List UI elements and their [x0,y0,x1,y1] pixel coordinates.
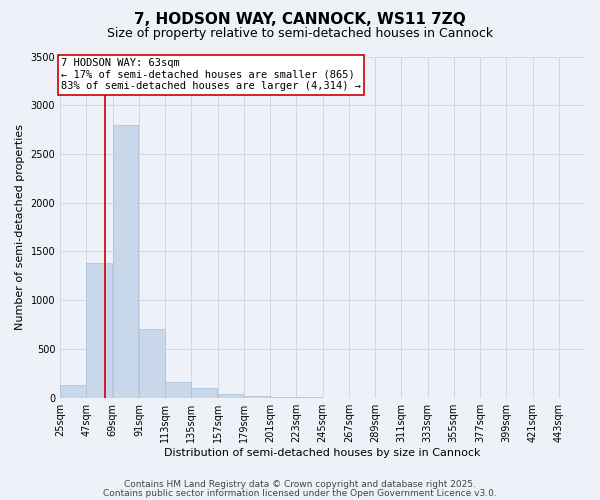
X-axis label: Distribution of semi-detached houses by size in Cannock: Distribution of semi-detached houses by … [164,448,481,458]
Text: Size of property relative to semi-detached houses in Cannock: Size of property relative to semi-detach… [107,28,493,40]
Bar [218,394,243,398]
Text: Contains HM Land Registry data © Crown copyright and database right 2025.: Contains HM Land Registry data © Crown c… [124,480,476,489]
Bar [60,385,86,398]
Bar [113,124,138,398]
Text: 7, HODSON WAY, CANNOCK, WS11 7ZQ: 7, HODSON WAY, CANNOCK, WS11 7ZQ [134,12,466,28]
Bar [191,388,217,398]
Text: Contains public sector information licensed under the Open Government Licence v3: Contains public sector information licen… [103,488,497,498]
Bar [86,263,112,398]
Y-axis label: Number of semi-detached properties: Number of semi-detached properties [15,124,25,330]
Bar [244,396,269,398]
Bar [165,382,191,398]
Bar [139,330,164,398]
Text: 7 HODSON WAY: 63sqm
← 17% of semi-detached houses are smaller (865)
83% of semi-: 7 HODSON WAY: 63sqm ← 17% of semi-detach… [61,58,361,92]
